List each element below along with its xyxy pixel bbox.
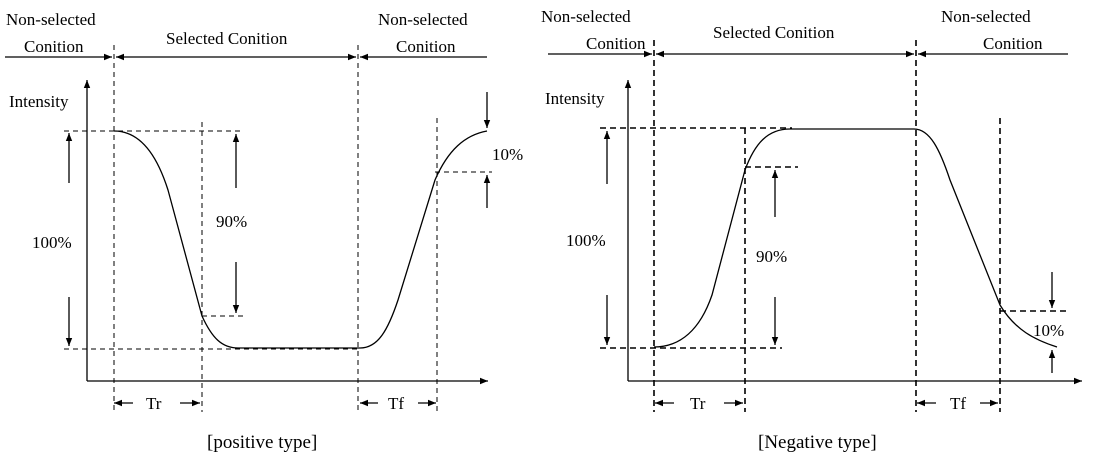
tr-label: Tr [146, 394, 162, 413]
phase-right-label-line2: Conition [396, 37, 456, 56]
pct-90-label: 90% [756, 247, 787, 266]
tr-label: Tr [690, 394, 706, 413]
caption: [Negative type] [758, 432, 877, 453]
pct-10-label: 10% [492, 145, 523, 164]
negative-type-diagram: Non-selected Conition Selected Conition … [541, 7, 1082, 453]
y-axis-label: Intensity [545, 89, 605, 108]
phase-right-label-line1: Non-selected [941, 7, 1031, 26]
intensity-curve [653, 128, 1058, 348]
phase-right-label-line1: Non-selected [378, 10, 468, 29]
pct-100-label: 100% [32, 233, 72, 252]
phase-left-label-line1: Non-selected [541, 7, 631, 26]
positive-type-diagram: Non-selected Conition Selected Conition … [5, 10, 523, 453]
phase-right-label-line2: Conition [983, 34, 1043, 53]
phase-left-label-line2: Conition [24, 37, 84, 56]
pct-90-label: 90% [216, 212, 247, 231]
phase-left-label-line1: Non-selected [6, 10, 96, 29]
phase-mid-label: Selected Conition [713, 23, 835, 42]
y-axis-label: Intensity [9, 92, 69, 111]
pct-100-label: 100% [566, 231, 606, 250]
tf-label: Tf [950, 394, 966, 413]
tf-label: Tf [388, 394, 404, 413]
phase-left-label-line2: Conition [586, 34, 646, 53]
intensity-curve [113, 130, 488, 349]
phase-mid-label: Selected Conition [166, 29, 288, 48]
pct-10-label: 10% [1033, 321, 1064, 340]
caption: [positive type] [207, 432, 317, 453]
